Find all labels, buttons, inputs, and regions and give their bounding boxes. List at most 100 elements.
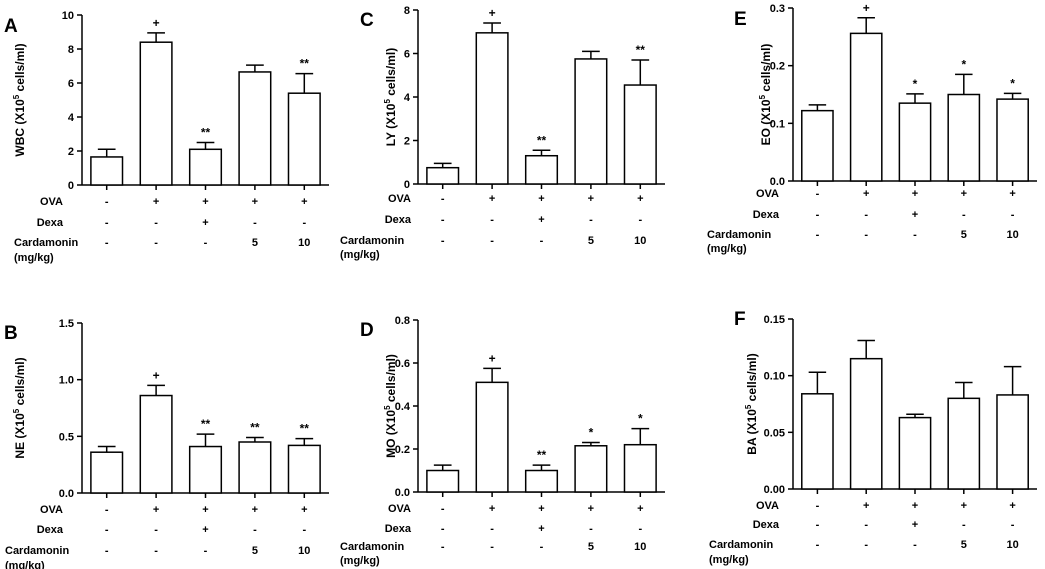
condition-sublabel: (mg/kg) — [340, 555, 380, 567]
condition-label: Dexa — [753, 519, 780, 531]
panel-letter: B — [4, 323, 18, 344]
bar-1 — [801, 393, 834, 490]
bar-3 — [524, 154, 559, 185]
panel-f: F BA (X105 cells/ml) 0.00 0.05 0.10 0.15 OVA - +… — [709, 309, 1037, 566]
significance-marker: + — [489, 351, 496, 365]
condition-label: Dexa — [753, 209, 780, 221]
bar-1 — [90, 451, 124, 494]
y-axis-label: BA (X105 cells/ml) — [744, 353, 759, 454]
condition-cell: - — [441, 193, 445, 205]
condition-cell: + — [538, 193, 544, 205]
condition-cell: - — [816, 539, 820, 551]
y-tick-label: 0.3 — [770, 3, 785, 15]
condition-cell: + — [912, 500, 918, 512]
y-axis-label: LY (X105 cells/ml) — [383, 48, 398, 147]
y-tick-label: 0.0 — [59, 488, 74, 500]
bar-4 — [238, 441, 272, 494]
condition-cell: - — [540, 235, 544, 247]
condition-cell: + — [961, 188, 967, 200]
condition-cell: + — [252, 504, 258, 516]
y-tick-label: 0.05 — [764, 427, 785, 439]
bar-4 — [238, 71, 272, 186]
condition-cell: + — [912, 519, 918, 531]
condition-label: Dexa — [385, 214, 412, 226]
significance-marker: * — [638, 412, 643, 426]
condition-sublabel: (mg/kg) — [14, 252, 54, 264]
condition-cell: - — [441, 503, 445, 515]
bar-1 — [801, 109, 834, 182]
condition-cell: - — [540, 541, 544, 553]
bar-2 — [475, 32, 509, 185]
condition-label: Cardamonin — [709, 539, 773, 551]
condition-cell: 10 — [298, 237, 310, 249]
condition-cell: - — [1011, 519, 1015, 531]
condition-cell: + — [301, 196, 307, 208]
panel-a: A WBC (X105 cells/ml) 0 2 4 6 8 10 + ** ** OVA - + + + +… — [4, 10, 329, 264]
bar-3 — [188, 148, 223, 186]
panel-letter: A — [4, 16, 18, 37]
condition-cell: - — [490, 235, 494, 247]
condition-cell: - — [302, 524, 306, 536]
condition-cell: 10 — [1006, 229, 1018, 241]
condition-cell: - — [154, 217, 158, 229]
bar-2 — [139, 394, 173, 494]
y-tick-label: 1.5 — [59, 318, 74, 330]
condition-cell: + — [153, 504, 159, 516]
y-tick-label: 0.10 — [764, 371, 785, 383]
condition-sublabel: (mg/kg) — [707, 243, 747, 255]
y-tick-label: 0.1 — [770, 118, 785, 130]
bar-1 — [90, 156, 124, 186]
condition-cell: + — [538, 503, 544, 515]
panel-d: DMO (X105 cells/ml)0.00.20.40.60.8+****O… — [340, 315, 665, 567]
condition-label: Cardamonin — [340, 235, 404, 247]
condition-cell: - — [864, 539, 868, 551]
y-tick-label: 2 — [68, 146, 74, 158]
significance-marker: * — [913, 77, 918, 91]
bar-3 — [524, 469, 559, 493]
condition-label: OVA — [388, 503, 411, 515]
bar-2 — [849, 32, 883, 182]
condition-cell: - — [913, 539, 917, 551]
condition-cell: - — [816, 188, 820, 200]
condition-cell: - — [638, 523, 642, 535]
significance-marker: + — [153, 368, 160, 382]
condition-cell: + — [202, 217, 208, 229]
significance-marker: * — [961, 57, 966, 71]
condition-cell: + — [489, 193, 495, 205]
y-tick-label: 6 — [404, 49, 410, 61]
bar-5 — [287, 92, 321, 186]
condition-cell: 10 — [298, 545, 310, 557]
condition-cell: - — [441, 523, 445, 535]
condition-cell: - — [962, 209, 966, 221]
condition-cell: - — [154, 524, 158, 536]
condition-cell: 5 — [588, 541, 594, 553]
condition-cell: - — [864, 229, 868, 241]
condition-cell: - — [105, 524, 109, 536]
significance-marker: ** — [537, 133, 547, 147]
condition-label: Cardamonin — [340, 541, 404, 553]
y-tick-label: 2 — [404, 136, 410, 148]
condition-label: OVA — [756, 188, 779, 200]
condition-cell: - — [589, 214, 593, 226]
condition-label: OVA — [40, 504, 63, 516]
condition-cell: + — [202, 504, 208, 516]
bar-5 — [996, 394, 1029, 490]
condition-label: Cardamonin — [14, 237, 78, 249]
significance-marker: + — [489, 6, 496, 20]
bar-5 — [623, 84, 657, 185]
condition-cell: - — [253, 524, 257, 536]
condition-cell: - — [1011, 209, 1015, 221]
condition-cell: + — [202, 524, 208, 536]
condition-cell: + — [202, 196, 208, 208]
condition-cell: - — [816, 500, 820, 512]
bar-5 — [996, 98, 1029, 182]
condition-cell: - — [490, 541, 494, 553]
condition-cell: 10 — [634, 235, 646, 247]
significance-marker: ** — [201, 417, 211, 431]
bar-3 — [898, 102, 932, 182]
condition-cell: - — [302, 217, 306, 229]
condition-cell: 5 — [588, 235, 594, 247]
condition-cell: + — [153, 196, 159, 208]
bar-2 — [849, 357, 883, 490]
